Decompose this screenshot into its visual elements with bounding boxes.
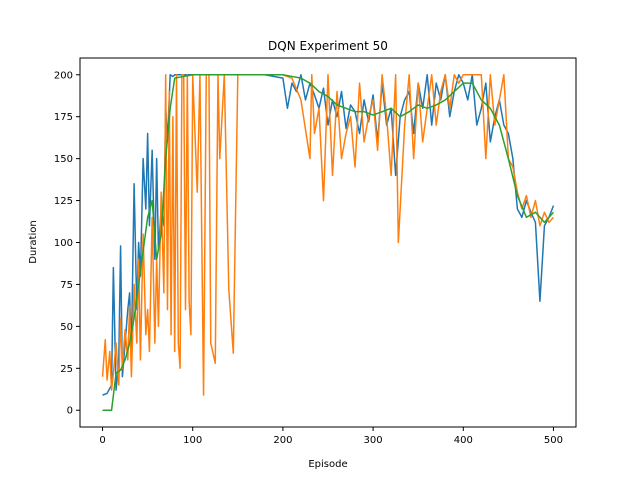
y-tick-label: 150	[54, 154, 73, 165]
y-tick-label: 100	[54, 238, 73, 249]
y-tick-label: 75	[60, 280, 73, 291]
x-tick-label: 100	[183, 435, 202, 446]
y-tick-label: 50	[60, 322, 73, 333]
series-line-3	[102, 74, 555, 411]
x-tick-label: 200	[273, 435, 292, 446]
x-tick-label: 500	[544, 435, 563, 446]
x-tick-label: 0	[99, 435, 105, 446]
y-tick-label: 25	[60, 364, 73, 375]
x-tick-label: 400	[454, 435, 473, 446]
x-axis-label: Episode	[308, 459, 347, 470]
x-tick-label: 300	[364, 435, 383, 446]
y-tick-label: 175	[54, 112, 73, 123]
series-line-1	[102, 74, 555, 396]
y-axis-label: Duration	[28, 220, 39, 263]
y-axis: 0 25 50 75 100 125 150 175 200	[54, 70, 80, 417]
x-axis: 0 100 200 300 400 500	[99, 427, 563, 446]
y-tick-label: 200	[54, 70, 73, 81]
y-tick-label: 125	[54, 196, 73, 207]
y-tick-label: 0	[67, 406, 73, 417]
chart-title: DQN Experiment 50	[268, 39, 388, 53]
